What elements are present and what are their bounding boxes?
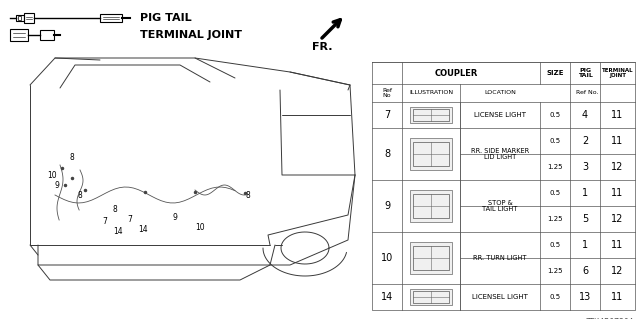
Text: 2: 2: [582, 136, 588, 146]
Text: 12: 12: [611, 214, 624, 224]
Bar: [410, 138, 452, 170]
Text: 12: 12: [611, 162, 624, 172]
Bar: [413, 194, 449, 218]
Text: Ref No.: Ref No.: [576, 91, 599, 95]
Text: PIG TAIL: PIG TAIL: [140, 13, 191, 23]
Bar: [24, 13, 34, 23]
Text: 1.25: 1.25: [547, 164, 563, 170]
Text: 11: 11: [611, 188, 623, 198]
Text: 8: 8: [77, 191, 83, 201]
Text: LOCATION: LOCATION: [484, 91, 516, 95]
Text: 3: 3: [582, 162, 588, 172]
Text: LICENSEL LIGHT: LICENSEL LIGHT: [472, 294, 528, 300]
Text: 5: 5: [582, 214, 588, 224]
Text: 7: 7: [102, 218, 108, 226]
Bar: [413, 291, 449, 303]
Text: 9: 9: [173, 212, 177, 221]
Text: STX4B0730A: STX4B0730A: [586, 318, 635, 319]
Text: 11: 11: [611, 136, 623, 146]
Text: 10: 10: [381, 253, 393, 263]
Text: 7: 7: [384, 110, 390, 120]
Text: 14: 14: [381, 292, 393, 302]
Text: STOP &
TAIL LIGHT: STOP & TAIL LIGHT: [483, 200, 518, 212]
Text: COUPLER: COUPLER: [435, 69, 477, 78]
Text: 14: 14: [113, 227, 123, 236]
Bar: [410, 289, 452, 305]
Bar: [413, 142, 449, 166]
Text: 1: 1: [582, 240, 588, 250]
Text: 11: 11: [611, 240, 623, 250]
Bar: [413, 109, 449, 121]
Text: 1: 1: [582, 188, 588, 198]
Text: 0.5: 0.5: [549, 138, 561, 144]
Text: 8: 8: [246, 191, 250, 201]
Text: 10: 10: [195, 222, 205, 232]
Text: 8: 8: [70, 153, 74, 162]
Text: 1.25: 1.25: [547, 216, 563, 222]
Text: 0.5: 0.5: [549, 294, 561, 300]
Bar: [410, 190, 452, 222]
Text: RR. SIDE MARKER
LID LIGHT: RR. SIDE MARKER LID LIGHT: [471, 148, 529, 160]
Text: 0.5: 0.5: [549, 190, 561, 196]
Bar: [10, 29, 28, 41]
Text: PIG
TAIL: PIG TAIL: [577, 68, 593, 78]
Text: 0.5: 0.5: [549, 242, 561, 248]
Text: 12: 12: [611, 266, 624, 276]
Text: 0.5: 0.5: [549, 112, 561, 118]
Text: Ref
No: Ref No: [382, 88, 392, 98]
Bar: [410, 242, 452, 274]
Text: 6: 6: [582, 266, 588, 276]
Text: 11: 11: [611, 110, 623, 120]
Bar: [40, 30, 54, 40]
Text: FR.: FR.: [312, 42, 333, 52]
Text: 9: 9: [54, 182, 60, 190]
Bar: [410, 107, 452, 123]
Text: SIZE: SIZE: [547, 70, 564, 76]
Text: 4: 4: [582, 110, 588, 120]
Text: RR. TURN LIGHT: RR. TURN LIGHT: [473, 255, 527, 261]
Text: TERMINAL
JOINT: TERMINAL JOINT: [602, 68, 634, 78]
Text: 14: 14: [138, 226, 148, 234]
Text: 10: 10: [47, 172, 57, 181]
Bar: [18, 16, 21, 20]
Text: LICENSE LIGHT: LICENSE LIGHT: [474, 112, 526, 118]
Bar: [16, 15, 24, 21]
Bar: [100, 14, 122, 22]
Bar: [413, 246, 449, 270]
Text: 8: 8: [384, 149, 390, 159]
Text: TERMINAL JOINT: TERMINAL JOINT: [140, 30, 242, 40]
Text: 1.25: 1.25: [547, 268, 563, 274]
Text: 9: 9: [384, 201, 390, 211]
Text: 8: 8: [113, 205, 117, 214]
Text: 13: 13: [579, 292, 591, 302]
Text: ILLUSTRATION: ILLUSTRATION: [409, 91, 453, 95]
Text: 7: 7: [127, 216, 132, 225]
Text: 11: 11: [611, 292, 623, 302]
